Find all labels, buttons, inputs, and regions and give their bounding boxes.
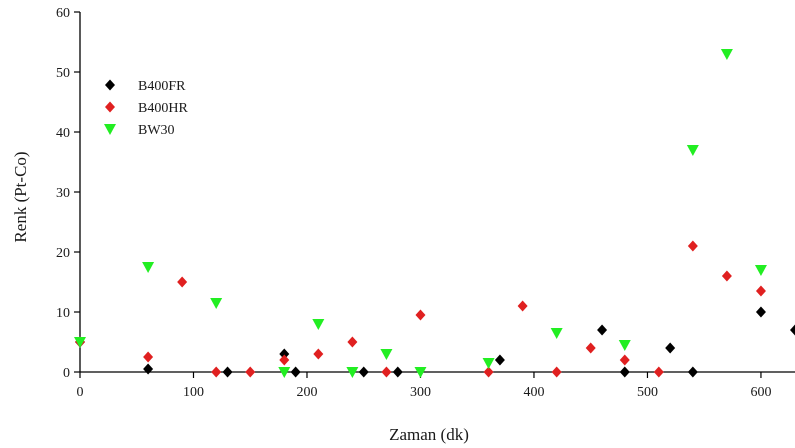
y-tick-label: 10	[56, 306, 70, 321]
legend-marker	[105, 101, 115, 113]
data-point	[381, 366, 392, 378]
y-tick-label: 0	[63, 366, 70, 381]
data-point	[720, 49, 733, 60]
legend-label: B400HR	[138, 101, 188, 116]
x-axis-label: Zaman (dk)	[389, 425, 469, 444]
data-point	[414, 367, 427, 378]
plot-area	[79, 12, 795, 373]
data-point	[686, 145, 699, 156]
data-point	[687, 366, 698, 378]
data-point	[551, 366, 562, 378]
data-point	[74, 337, 86, 348]
data-point	[483, 366, 494, 378]
data-point	[290, 366, 301, 378]
series-bw30	[74, 49, 767, 378]
legend-marker	[105, 79, 115, 91]
legend-label: B400FR	[138, 79, 186, 94]
data-point	[142, 262, 155, 273]
y-tick-label: 50	[56, 66, 70, 81]
data-point	[143, 351, 154, 363]
y-tick-label: 20	[56, 246, 70, 261]
data-point	[278, 367, 291, 378]
x-tick-label: 500	[637, 385, 658, 400]
data-point	[312, 319, 325, 330]
data-point	[177, 276, 188, 288]
x-axis-ticks: 0 100 200 300 400 500 600	[77, 372, 771, 400]
data-point	[597, 324, 608, 336]
data-point	[619, 366, 630, 378]
data-point	[211, 366, 222, 378]
legend-item: BW30	[104, 123, 175, 138]
data-point	[392, 366, 403, 378]
legend-item: B400HR	[105, 101, 188, 116]
x-tick-label: 200	[296, 385, 317, 400]
data-point	[550, 328, 563, 339]
data-point	[653, 366, 664, 378]
data-point	[222, 366, 233, 378]
data-point	[346, 367, 359, 378]
data-point	[347, 336, 358, 348]
data-point	[517, 300, 528, 312]
data-point	[755, 285, 766, 297]
data-point	[245, 366, 256, 378]
y-tick-label: 30	[56, 186, 70, 201]
y-axis-label: Renk (Pt-Co)	[11, 151, 30, 242]
data-point	[618, 340, 631, 351]
data-point	[687, 240, 698, 252]
legend-label: BW30	[138, 123, 175, 138]
data-point	[313, 348, 324, 360]
data-point	[358, 366, 369, 378]
data-point	[482, 358, 495, 369]
data-point	[210, 298, 223, 309]
data-points	[74, 49, 795, 378]
data-point	[665, 342, 676, 354]
data-point	[754, 265, 767, 276]
x-tick-label: 400	[523, 385, 544, 400]
series-b400hr	[75, 240, 766, 378]
legend: B400FR B400HR BW30	[104, 79, 188, 138]
data-point	[790, 324, 795, 336]
data-point	[755, 306, 766, 318]
x-tick-label: 300	[410, 385, 431, 400]
y-tick-label: 40	[56, 126, 70, 141]
series-b400fr	[75, 306, 795, 378]
data-point	[619, 354, 630, 366]
data-point	[143, 363, 154, 375]
data-point	[279, 354, 290, 366]
data-point	[279, 348, 290, 360]
data-point	[721, 270, 732, 282]
legend-item: B400FR	[105, 79, 186, 94]
data-point	[415, 309, 426, 321]
data-point	[380, 349, 393, 360]
y-axis-ticks: 0 10 20 30 40 50 60	[56, 6, 80, 381]
x-tick-label: 0	[77, 385, 84, 400]
data-point	[494, 354, 505, 366]
legend-marker	[104, 124, 116, 135]
y-tick-label: 60	[56, 6, 70, 21]
x-tick-label: 600	[750, 385, 771, 400]
x-tick-label: 100	[183, 385, 204, 400]
data-point	[585, 342, 596, 354]
